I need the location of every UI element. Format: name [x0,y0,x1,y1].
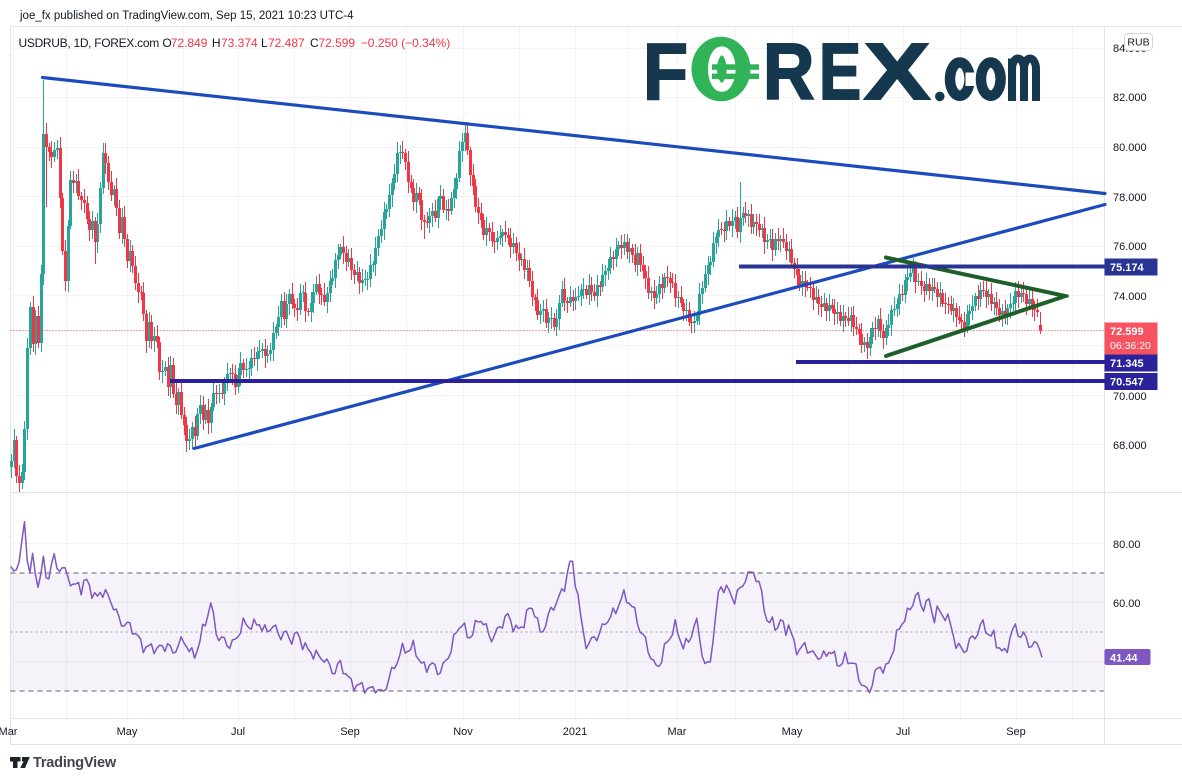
svg-text:RUB: RUB [1127,37,1149,49]
svg-text:E: E [819,28,861,117]
svg-text:76.000: 76.000 [1113,241,1147,253]
svg-text:80.00: 80.00 [1113,539,1141,551]
svg-text:72.849: 72.849 [171,36,208,50]
svg-text:USDRUB, 1D, FOREX.com: USDRUB, 1D, FOREX.com [19,36,160,50]
svg-text:L: L [261,36,268,50]
svg-text:Nov: Nov [453,726,473,738]
svg-text:Mar: Mar [668,726,687,738]
svg-text:Jul: Jul [231,726,245,738]
svg-text:71.345: 71.345 [1110,358,1144,370]
svg-text:41.44: 41.44 [1110,653,1138,665]
svg-text:joe_fx published on TradingVie: joe_fx published on TradingView.com, Sep… [19,10,354,22]
svg-text:Mar: Mar [0,726,18,738]
svg-text:70.547: 70.547 [1110,377,1144,389]
svg-text:68.000: 68.000 [1113,440,1147,452]
svg-text:Sep: Sep [1006,726,1026,738]
svg-text:X: X [864,27,930,117]
svg-text:74.000: 74.000 [1113,291,1147,303]
svg-text:75.174: 75.174 [1110,262,1145,274]
svg-text:70.000: 70.000 [1113,391,1147,403]
svg-text:72.599: 72.599 [318,36,355,50]
svg-text:TradingView: TradingView [33,755,117,771]
svg-text:−0.250 (−0.34%): −0.250 (−0.34%) [361,36,450,50]
svg-text:2021: 2021 [563,726,587,738]
svg-text:73.374: 73.374 [221,36,258,50]
svg-text:78.000: 78.000 [1113,192,1147,204]
svg-text:H: H [212,36,221,50]
svg-text:72.599: 72.599 [1110,326,1144,338]
svg-text:Sep: Sep [340,726,360,738]
svg-text:60.00: 60.00 [1113,598,1141,610]
svg-text:80.000: 80.000 [1113,142,1147,154]
svg-text:May: May [782,726,803,738]
svg-text:F: F [643,27,688,117]
svg-text:82.000: 82.000 [1113,92,1147,104]
svg-text:O: O [162,36,171,50]
svg-text:R: R [763,27,814,117]
svg-text:Jul: Jul [896,726,910,738]
svg-text:May: May [117,726,138,738]
svg-text:72.487: 72.487 [268,36,305,50]
svg-text:C: C [310,36,319,50]
svg-text:06:36:20: 06:36:20 [1110,340,1151,352]
